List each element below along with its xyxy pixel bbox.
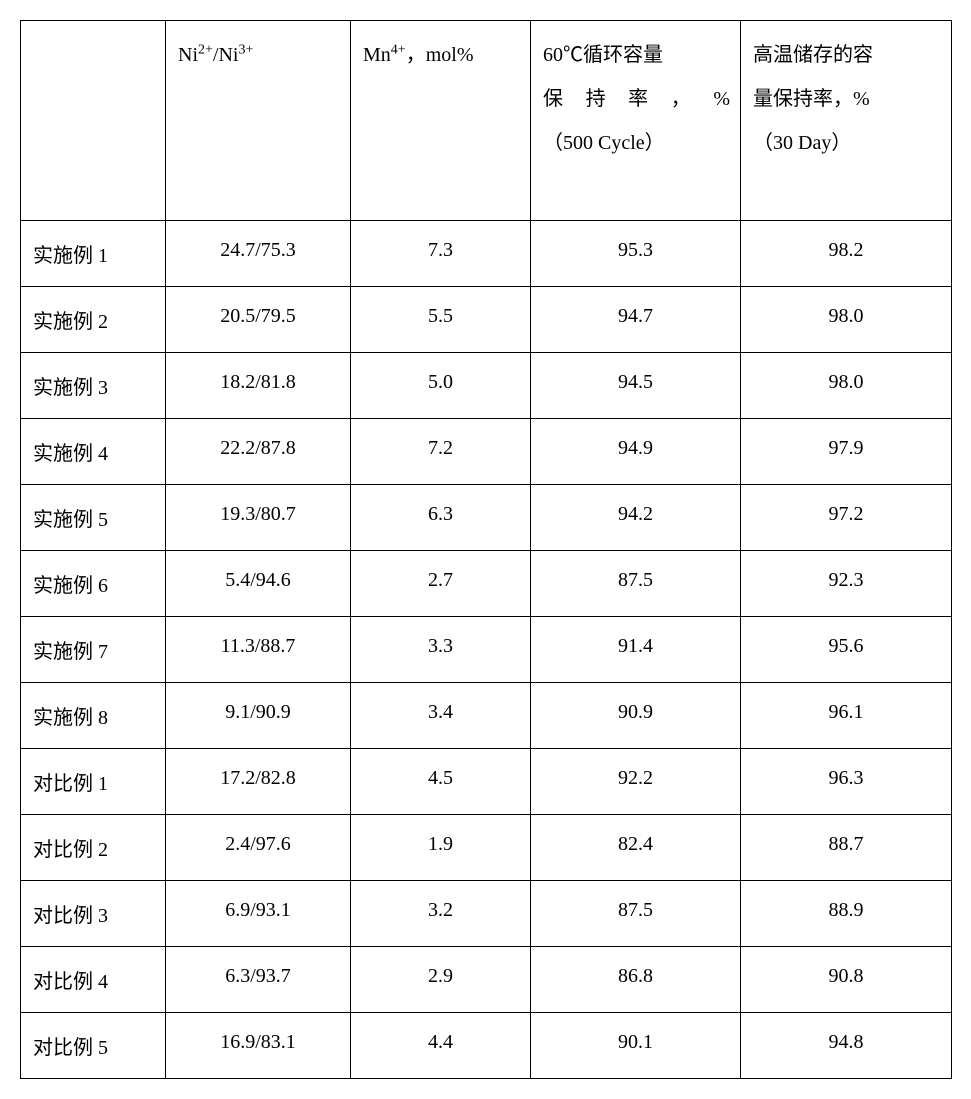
row-label: 对比例 2: [21, 815, 166, 881]
row-label: 实施例 5: [21, 485, 166, 551]
cell-col4: 88.7: [741, 815, 952, 881]
cell-col3: 90.9: [531, 683, 741, 749]
cell-col1: 20.5/79.5: [166, 287, 351, 353]
row-label: 实施例 2: [21, 287, 166, 353]
cell-col4: 96.1: [741, 683, 952, 749]
header-col1-sup1: 2+: [198, 42, 213, 57]
header-col4-line2: 量保持率，%: [753, 77, 941, 121]
header-row: Ni2+/Ni3+ Mn4+，mol% 60℃循环容量 保持率，% （500 C…: [21, 21, 952, 221]
header-col3-line1: 60℃循环容量: [543, 33, 730, 77]
cell-col4: 92.3: [741, 551, 952, 617]
cell-col2: 7.3: [351, 221, 531, 287]
cell-col1: 6.3/93.7: [166, 947, 351, 1013]
cell-col1: 17.2/82.8: [166, 749, 351, 815]
table-row: 实施例 124.7/75.37.395.398.2: [21, 221, 952, 287]
header-col4-line1: 高温储存的容: [753, 33, 941, 77]
cell-col3: 90.1: [531, 1013, 741, 1079]
data-table: Ni2+/Ni3+ Mn4+，mol% 60℃循环容量 保持率，% （500 C…: [20, 20, 952, 1079]
header-col1-text-b: /Ni: [213, 44, 239, 66]
table-row: 实施例 422.2/87.87.294.997.9: [21, 419, 952, 485]
cell-col3: 87.5: [531, 881, 741, 947]
cell-col2: 5.5: [351, 287, 531, 353]
table-row: 对比例 36.9/93.13.287.588.9: [21, 881, 952, 947]
cell-col3: 94.2: [531, 485, 741, 551]
row-label: 对比例 5: [21, 1013, 166, 1079]
cell-col2: 3.3: [351, 617, 531, 683]
cell-col4: 88.9: [741, 881, 952, 947]
cell-col2: 3.4: [351, 683, 531, 749]
row-label: 实施例 1: [21, 221, 166, 287]
cell-col1: 2.4/97.6: [166, 815, 351, 881]
row-label: 实施例 4: [21, 419, 166, 485]
cell-col2: 7.2: [351, 419, 531, 485]
header-col3-line3: （500 Cycle）: [543, 121, 730, 165]
cell-col3: 82.4: [531, 815, 741, 881]
cell-col3: 94.7: [531, 287, 741, 353]
cell-col4: 98.2: [741, 221, 952, 287]
header-col1-text-a: Ni: [178, 44, 198, 66]
cell-col2: 2.7: [351, 551, 531, 617]
cell-col4: 98.0: [741, 287, 952, 353]
cell-col3: 95.3: [531, 221, 741, 287]
cell-col4: 96.3: [741, 749, 952, 815]
table-row: 对比例 117.2/82.84.592.296.3: [21, 749, 952, 815]
table-row: 实施例 711.3/88.73.391.495.6: [21, 617, 952, 683]
cell-col3: 91.4: [531, 617, 741, 683]
cell-col2: 6.3: [351, 485, 531, 551]
row-label: 实施例 6: [21, 551, 166, 617]
cell-col3: 94.9: [531, 419, 741, 485]
cell-col1: 22.2/87.8: [166, 419, 351, 485]
cell-col3: 92.2: [531, 749, 741, 815]
table-row: 实施例 519.3/80.76.394.297.2: [21, 485, 952, 551]
row-label: 对比例 1: [21, 749, 166, 815]
table-row: 对比例 22.4/97.61.982.488.7: [21, 815, 952, 881]
row-label: 对比例 3: [21, 881, 166, 947]
cell-col1: 5.4/94.6: [166, 551, 351, 617]
cell-col1: 18.2/81.8: [166, 353, 351, 419]
table-row: 对比例 46.3/93.72.986.890.8: [21, 947, 952, 1013]
cell-col1: 6.9/93.1: [166, 881, 351, 947]
header-col4-line3: （30 Day）: [753, 121, 941, 165]
cell-col4: 90.8: [741, 947, 952, 1013]
cell-col2: 2.9: [351, 947, 531, 1013]
header-col2: Mn4+，mol%: [351, 21, 531, 221]
cell-col3: 94.5: [531, 353, 741, 419]
cell-col3: 87.5: [531, 551, 741, 617]
cell-col1: 24.7/75.3: [166, 221, 351, 287]
cell-col1: 19.3/80.7: [166, 485, 351, 551]
header-col4: 高温储存的容 量保持率，% （30 Day）: [741, 21, 952, 221]
table-row: 实施例 89.1/90.93.490.996.1: [21, 683, 952, 749]
cell-col4: 95.6: [741, 617, 952, 683]
header-col2-sup1: 4+: [391, 42, 406, 57]
header-col1: Ni2+/Ni3+: [166, 21, 351, 221]
cell-col1: 16.9/83.1: [166, 1013, 351, 1079]
cell-col2: 5.0: [351, 353, 531, 419]
row-label: 实施例 8: [21, 683, 166, 749]
cell-col4: 97.2: [741, 485, 952, 551]
table-row: 对比例 516.9/83.14.490.194.8: [21, 1013, 952, 1079]
header-col3-line2: 保持率，%: [543, 77, 730, 121]
cell-col2: 1.9: [351, 815, 531, 881]
header-col2-text-b: ，mol%: [406, 44, 474, 66]
header-col2-text-a: Mn: [363, 44, 391, 66]
header-col3: 60℃循环容量 保持率，% （500 Cycle）: [531, 21, 741, 221]
row-label: 对比例 4: [21, 947, 166, 1013]
cell-col1: 9.1/90.9: [166, 683, 351, 749]
cell-col2: 4.5: [351, 749, 531, 815]
cell-col1: 11.3/88.7: [166, 617, 351, 683]
cell-col4: 97.9: [741, 419, 952, 485]
cell-col2: 3.2: [351, 881, 531, 947]
header-col1-sup2: 3+: [238, 42, 253, 57]
row-label: 实施例 7: [21, 617, 166, 683]
row-label: 实施例 3: [21, 353, 166, 419]
table-body: Ni2+/Ni3+ Mn4+，mol% 60℃循环容量 保持率，% （500 C…: [21, 21, 952, 1079]
table-row: 实施例 220.5/79.55.594.798.0: [21, 287, 952, 353]
cell-col2: 4.4: [351, 1013, 531, 1079]
cell-col4: 94.8: [741, 1013, 952, 1079]
table-row: 实施例 65.4/94.62.787.592.3: [21, 551, 952, 617]
table-row: 实施例 318.2/81.85.094.598.0: [21, 353, 952, 419]
cell-col3: 86.8: [531, 947, 741, 1013]
cell-col4: 98.0: [741, 353, 952, 419]
header-col0: [21, 21, 166, 221]
